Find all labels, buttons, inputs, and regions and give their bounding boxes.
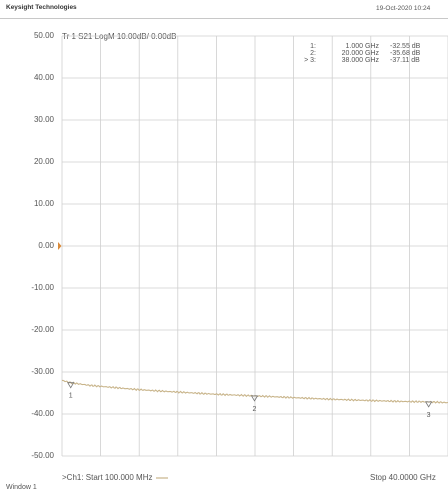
marker-2-label: 2 — [253, 406, 257, 413]
y-tick-label: 20.00 — [33, 157, 54, 166]
window-label: Window 1 — [6, 484, 37, 491]
grid — [61, 35, 448, 457]
y-tick-label: 50.00 — [33, 31, 54, 40]
marker-frequency: 38.000 GHz — [341, 57, 379, 64]
y-tick-label: 40.00 — [33, 73, 54, 82]
marker-name: 2: — [310, 50, 316, 57]
y-tick-label: -50.00 — [31, 451, 54, 460]
y-tick-label: -20.00 — [31, 325, 54, 334]
marker-value: -32.55 dB — [390, 43, 421, 50]
brand-name: Keysight Technologies — [6, 4, 77, 11]
y-tick-label: 0.00 — [38, 241, 54, 250]
reference-level-arrow[interactable] — [58, 242, 62, 250]
y-tick-label: -10.00 — [31, 283, 54, 292]
date-time: 19-Oct-2020 10:24 — [376, 5, 431, 12]
y-tick-label: 30.00 — [33, 115, 54, 124]
marker-1-triangle[interactable] — [67, 382, 75, 389]
marker-2-triangle[interactable] — [250, 395, 259, 402]
start-label: >Ch1: Start 100.000 MHz — [62, 473, 153, 482]
marker-value: -35.68 dB — [390, 50, 421, 57]
y-tick-label: 10.00 — [33, 199, 54, 208]
y-tick-label: -40.00 — [31, 409, 54, 418]
trace-label[interactable]: Tr 1 S21 LogM 10.00dB/ 0.00dB — [62, 32, 177, 41]
marker-3-label: 3 — [427, 412, 431, 419]
markers: 1 2 3 — [67, 382, 433, 419]
reference-marker — [58, 242, 62, 250]
marker-frequency: 1.000 GHz — [345, 43, 379, 50]
y-tick-label: -30.00 — [31, 367, 54, 376]
marker-3-triangle[interactable] — [424, 401, 433, 408]
marker-name: > 3: — [304, 57, 316, 64]
marker-value: -37.11 dB — [390, 57, 420, 64]
title-bar: Keysight Technologies 19-Oct-2020 10:24 — [0, 0, 448, 19]
marker-1-label: 1 — [69, 393, 73, 400]
trace-legend-swatch — [155, 477, 168, 479]
marker-frequency: 20.000 GHz — [341, 50, 379, 57]
start-frequency[interactable]: >Ch1: Start 100.000 MHz — [62, 473, 169, 482]
stop-frequency[interactable]: Stop 40.0000 GHz — [370, 473, 436, 482]
marker-name: 1: — [310, 43, 316, 50]
